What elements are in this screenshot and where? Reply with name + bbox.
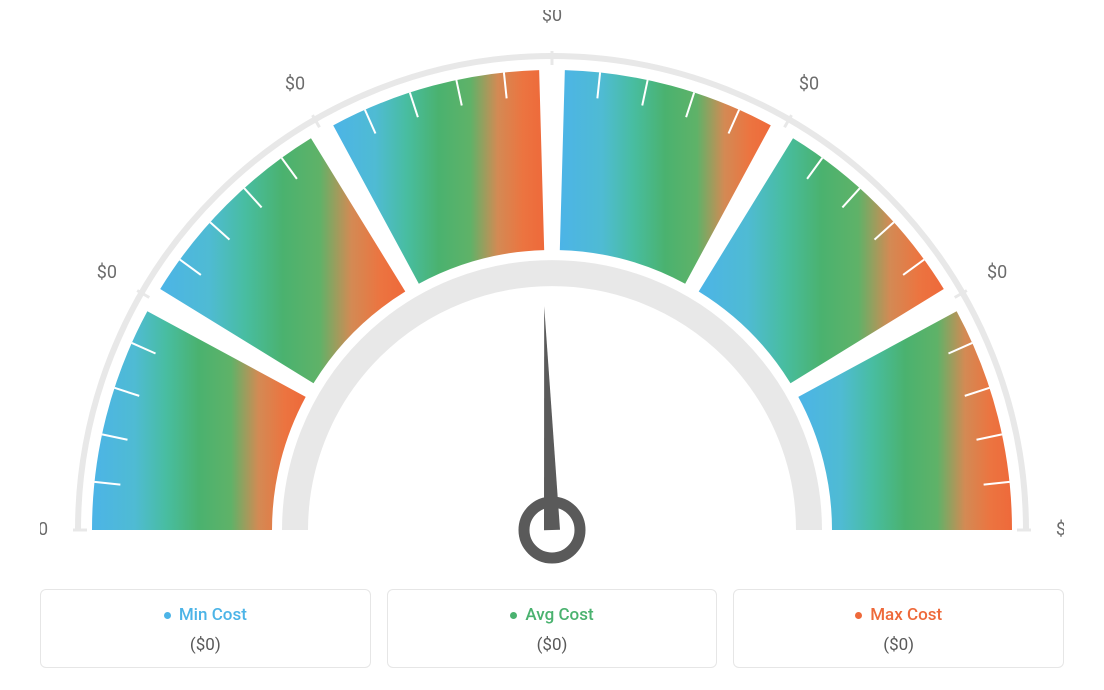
legend-title-avg: Avg Cost — [510, 605, 593, 625]
gauge-tick-label: $0 — [1056, 519, 1064, 540]
legend-value-max: ($0) — [744, 635, 1053, 655]
gauge-tick-label: $0 — [542, 10, 562, 26]
legend-card-max: Max Cost ($0) — [733, 589, 1064, 669]
legend-label-min: Min Cost — [179, 605, 247, 625]
gauge-tick-label: $0 — [40, 519, 48, 540]
gauge-tick-label: $0 — [799, 74, 819, 95]
gauge-tick-label: $0 — [285, 74, 305, 95]
legend-title-max: Max Cost — [855, 605, 942, 625]
legend-label-max: Max Cost — [870, 605, 942, 625]
cost-gauge-widget: $0 $0 $0 $0 $0 $0 $0 Min Cost ($0) Avg Cost ($… — [0, 0, 1104, 690]
legend-dot-max — [855, 612, 862, 619]
gauge-svg: $0 $0 $0 $0 $0 $0 $0 — [40, 10, 1064, 570]
legend-value-avg: ($0) — [398, 635, 707, 655]
legend-title-min: Min Cost — [164, 605, 247, 625]
legend-card-avg: Avg Cost ($0) — [387, 589, 718, 669]
legend-dot-avg — [510, 612, 517, 619]
gauge-tick-label: $0 — [987, 262, 1007, 283]
legend-value-min: ($0) — [51, 635, 360, 655]
legend-label-avg: Avg Cost — [525, 605, 593, 625]
gauge-chart: $0 $0 $0 $0 $0 $0 $0 — [40, 10, 1064, 570]
legend-card-min: Min Cost ($0) — [40, 589, 371, 669]
gauge-tick-label: $0 — [97, 262, 117, 283]
legend-dot-min — [164, 612, 171, 619]
legend-row: Min Cost ($0) Avg Cost ($0) Max Cost ($0… — [40, 589, 1064, 669]
